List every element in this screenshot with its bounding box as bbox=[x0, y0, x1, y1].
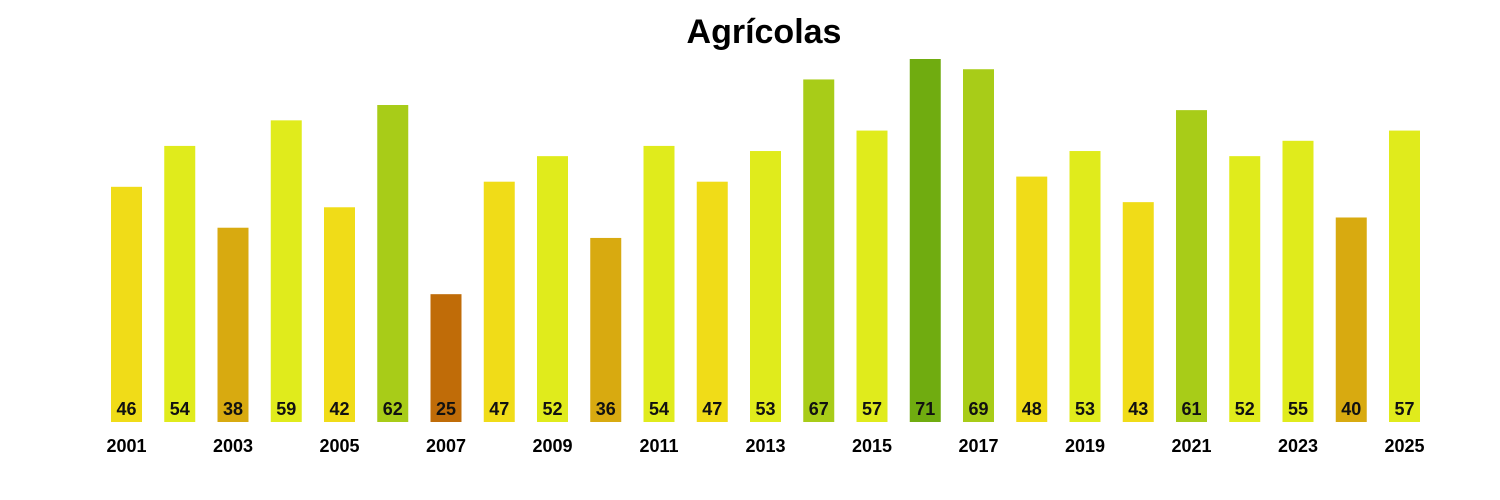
bar-2006 bbox=[377, 105, 409, 422]
bar-2025 bbox=[1389, 130, 1420, 422]
bars-group bbox=[111, 59, 1420, 423]
value-label-2023: 55 bbox=[1288, 399, 1308, 419]
bar-2004 bbox=[270, 120, 302, 422]
value-label-2006: 62 bbox=[383, 399, 403, 419]
value-label-2022: 52 bbox=[1235, 399, 1255, 419]
x-tick-label-2017: 2017 bbox=[958, 436, 998, 456]
bar-2023 bbox=[1282, 140, 1314, 423]
value-label-2014: 67 bbox=[809, 399, 829, 419]
value-label-2001: 46 bbox=[116, 399, 136, 419]
bar-2002 bbox=[164, 145, 196, 423]
value-label-2010: 36 bbox=[596, 399, 616, 419]
bar-2010 bbox=[590, 237, 622, 422]
x-tick-label-2009: 2009 bbox=[532, 436, 572, 456]
bar-2012 bbox=[696, 181, 728, 422]
bar-2014 bbox=[803, 79, 835, 422]
value-label-2015: 57 bbox=[862, 399, 882, 419]
value-label-2007: 25 bbox=[436, 399, 456, 419]
bar-2009 bbox=[537, 156, 568, 422]
bar-2019 bbox=[1069, 151, 1101, 422]
value-label-2005: 42 bbox=[329, 399, 349, 419]
bar-2005 bbox=[324, 207, 355, 422]
x-tick-label-2019: 2019 bbox=[1065, 436, 1105, 456]
chart-title: Agrícolas bbox=[687, 13, 842, 51]
x-tick-label-2023: 2023 bbox=[1278, 436, 1318, 456]
bar-2021 bbox=[1176, 110, 1207, 422]
value-label-2008: 47 bbox=[489, 399, 509, 419]
value-label-2004: 59 bbox=[276, 399, 296, 419]
x-tick-label-2021: 2021 bbox=[1171, 436, 1211, 456]
value-labels-group: 46 54 38 59 42 62 25 47 52 36 54 47 53 67 57 71 69 48 53 43… bbox=[116, 399, 1414, 419]
value-label-2009: 52 bbox=[542, 399, 562, 419]
x-axis-ticks: 2001 2003 2005 2007 2009 2011 2013 2015 2017 2019… bbox=[106, 436, 1424, 456]
bar-2003 bbox=[217, 227, 249, 422]
x-tick-label-2011: 2011 bbox=[639, 436, 678, 456]
value-label-2025: 57 bbox=[1394, 399, 1414, 419]
x-tick-label-2025: 2025 bbox=[1384, 436, 1424, 456]
value-label-2012: 47 bbox=[702, 399, 722, 419]
bar-2001 bbox=[111, 186, 142, 422]
x-tick-label-2001: 2001 bbox=[106, 436, 146, 456]
value-label-2011: 54 bbox=[649, 399, 669, 419]
value-label-2018: 48 bbox=[1022, 399, 1042, 419]
value-label-2020: 43 bbox=[1128, 399, 1148, 419]
bar-2020 bbox=[1122, 202, 1154, 422]
bar-2015 bbox=[856, 130, 888, 422]
value-label-2019: 53 bbox=[1075, 399, 1095, 419]
bar-2007 bbox=[430, 294, 462, 422]
bar-2013 bbox=[750, 151, 781, 422]
x-tick-label-2013: 2013 bbox=[745, 436, 785, 456]
value-label-2002: 54 bbox=[170, 399, 190, 419]
value-label-2021: 61 bbox=[1181, 399, 1201, 419]
bar-2024 bbox=[1335, 217, 1367, 422]
value-label-2017: 69 bbox=[968, 399, 988, 419]
bar-2016 bbox=[909, 59, 941, 422]
value-label-2024: 40 bbox=[1341, 399, 1361, 419]
value-label-2013: 53 bbox=[755, 399, 775, 419]
bar-2008 bbox=[483, 181, 515, 422]
x-tick-label-2015: 2015 bbox=[852, 436, 892, 456]
bar-2011 bbox=[643, 145, 675, 423]
x-tick-label-2007: 2007 bbox=[426, 436, 466, 456]
bar-2017 bbox=[963, 69, 994, 422]
value-label-2016: 71 bbox=[915, 399, 935, 419]
value-label-2003: 38 bbox=[223, 399, 243, 419]
bar-2018 bbox=[1016, 176, 1048, 422]
x-tick-label-2005: 2005 bbox=[319, 436, 359, 456]
bar-2022 bbox=[1229, 156, 1261, 422]
x-tick-label-2003: 2003 bbox=[213, 436, 253, 456]
